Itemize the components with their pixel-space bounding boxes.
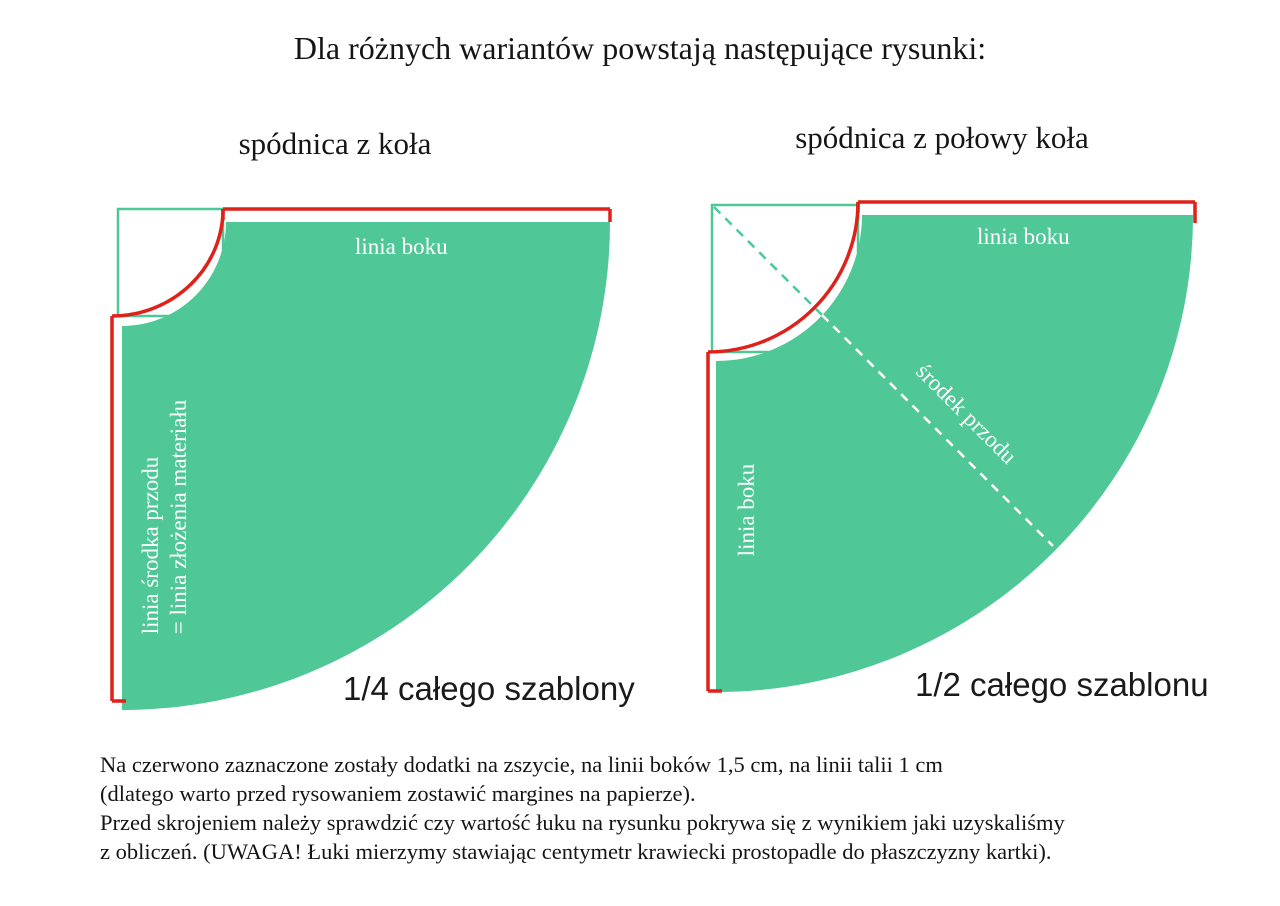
page-title: Dla różnych wariantów powstają następują… — [293, 30, 987, 66]
left-center-front-label-line2: = linia złożenia materiału — [166, 399, 191, 635]
left-pattern-quarter-circle — [110, 207, 612, 710]
footnote-line-4: z obliczeń. (UWAGA! Łuki mierzymy stawia… — [100, 839, 1052, 864]
right-seam-allowance-side-line-left — [706, 352, 722, 693]
footnote-line-1: Na czerwono zaznaczone zostały dodatki n… — [100, 752, 943, 777]
left-side-line-label: linia boku — [355, 234, 448, 259]
right-center-front-dashed-line-inner — [713, 206, 823, 316]
left-fraction-caption: 1/4 całego szablony — [343, 670, 635, 707]
left-waist-construction-square — [116, 207, 225, 318]
left-center-front-label: linia środka przodu = linia złożenia mat… — [137, 400, 193, 635]
right-seam-allowance-waist-arc — [707, 201, 860, 354]
left-seam-allowance-waist-arc — [111, 208, 225, 318]
right-side-line-left-label: linia boku — [734, 463, 759, 557]
right-fraction-caption: 1/2 całego szablonu — [915, 666, 1209, 703]
left-pattern-fill — [122, 222, 610, 710]
footnote-line-3: Przed skrojeniem należy sprawdzić czy wa… — [100, 810, 1065, 835]
footnote: Na czerwono zaznaczone zostały dodatki n… — [100, 750, 1065, 866]
left-seam-allowance-side-line — [221, 207, 612, 222]
left-center-front-label-line1: linia środka przodu — [138, 456, 163, 635]
right-pattern-fill — [716, 215, 1193, 692]
right-center-front-dashed-line-outer — [821, 314, 1054, 547]
left-pattern-heading: spódnica z koła — [238, 126, 432, 161]
right-pattern-quarter-circle — [706, 200, 1197, 693]
right-pattern-heading: spódnica z połowy koła — [795, 120, 1089, 155]
right-side-line-top-label: linia boku — [977, 224, 1070, 249]
footnote-line-2: (dlatego warto przed rysowaniem zostawić… — [100, 781, 696, 806]
left-seam-allowance-center-front-line — [110, 316, 126, 703]
right-waist-construction-square — [710, 203, 860, 354]
